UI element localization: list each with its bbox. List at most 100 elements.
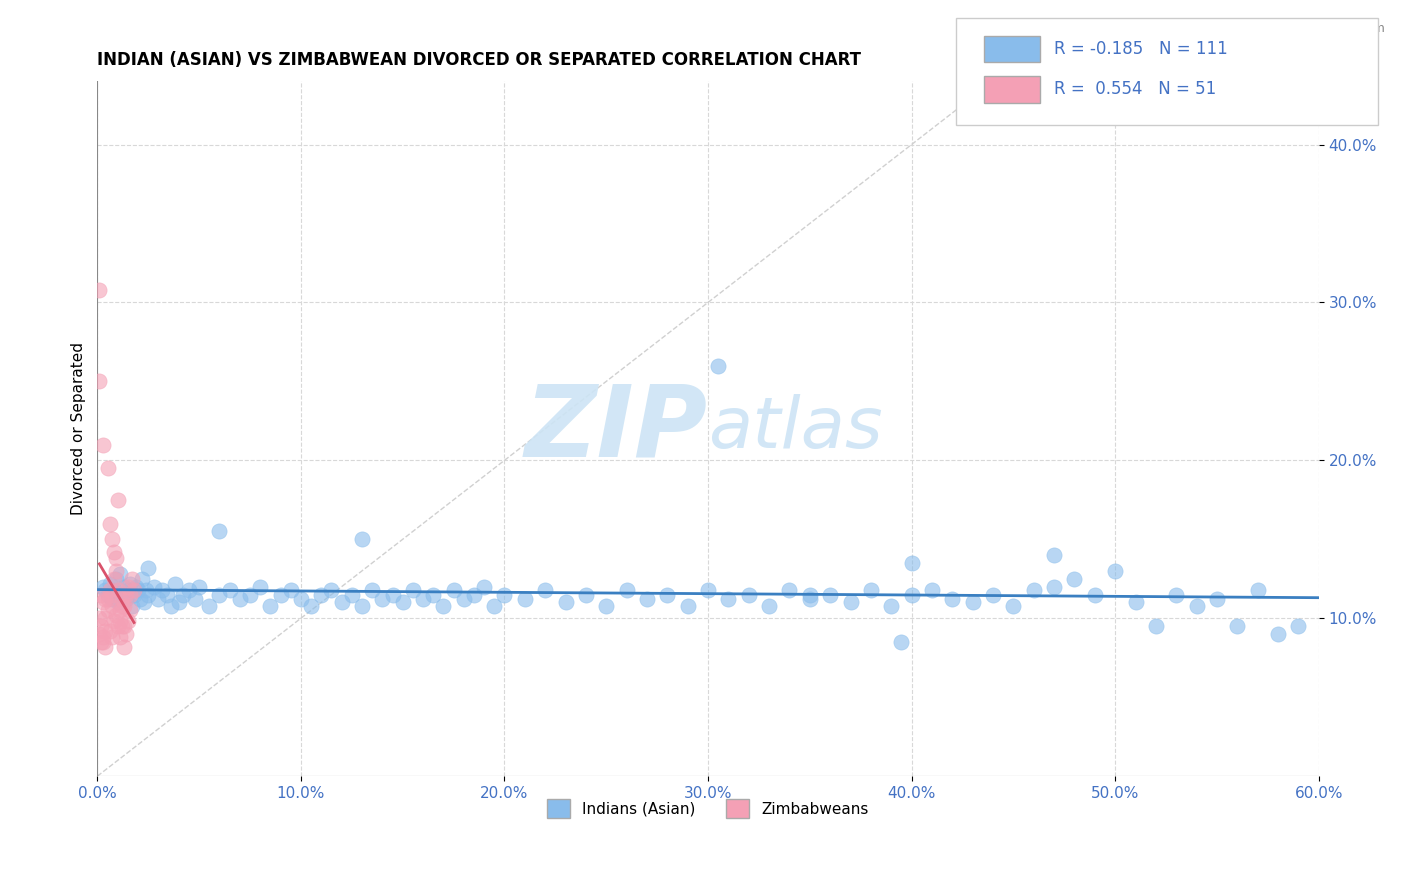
Point — [636, 592, 658, 607]
Point — [1226, 619, 1249, 633]
Point — [1104, 564, 1126, 578]
Point — [259, 599, 281, 613]
Point — [163, 576, 186, 591]
Point — [799, 588, 821, 602]
Point — [290, 592, 312, 607]
Point — [484, 599, 506, 613]
Point — [98, 516, 121, 531]
Point — [104, 564, 127, 578]
Point — [239, 588, 262, 602]
Point — [143, 580, 166, 594]
Point — [1267, 627, 1289, 641]
Text: R =  0.554   N = 51: R = 0.554 N = 51 — [1054, 80, 1216, 98]
Point — [100, 599, 122, 613]
Point — [494, 588, 516, 602]
Point — [799, 592, 821, 607]
Point — [104, 572, 127, 586]
Point — [127, 582, 149, 597]
Point — [463, 588, 485, 602]
Text: R = -0.185   N = 111: R = -0.185 N = 111 — [1054, 40, 1229, 58]
Point — [1166, 588, 1188, 602]
Point — [208, 524, 231, 539]
Point — [100, 533, 122, 547]
Point — [117, 580, 139, 594]
Point — [112, 599, 135, 613]
Point — [554, 595, 576, 609]
Point — [135, 582, 157, 597]
Point — [513, 592, 536, 607]
Point — [188, 580, 211, 594]
Point — [391, 595, 413, 609]
Point — [1084, 588, 1107, 602]
Point — [962, 595, 984, 609]
Point — [1063, 572, 1085, 586]
Point — [299, 599, 322, 613]
Point — [93, 630, 115, 644]
Point — [89, 375, 111, 389]
Point — [100, 592, 122, 607]
Point — [218, 582, 240, 597]
Point — [108, 615, 131, 629]
Point — [122, 582, 145, 597]
Point — [96, 461, 118, 475]
Point — [361, 582, 384, 597]
Point — [107, 619, 129, 633]
Point — [330, 595, 353, 609]
Point — [340, 588, 363, 602]
Point — [1043, 580, 1066, 594]
Point — [1002, 599, 1025, 613]
Point — [107, 492, 129, 507]
Point — [371, 592, 394, 607]
Point — [1043, 548, 1066, 562]
Point — [94, 582, 117, 597]
Point — [350, 533, 373, 547]
Point — [103, 572, 125, 586]
Text: ZIP: ZIP — [524, 380, 709, 477]
Point — [107, 595, 129, 609]
Point — [159, 599, 181, 613]
Point — [575, 588, 598, 602]
Point — [1125, 595, 1147, 609]
Point — [96, 588, 118, 602]
Point — [134, 595, 156, 609]
Point — [118, 576, 141, 591]
Point — [443, 582, 465, 597]
Point — [111, 619, 134, 633]
Point — [402, 582, 425, 597]
Point — [93, 437, 115, 451]
Point — [148, 592, 170, 607]
Y-axis label: Divorced or Separated: Divorced or Separated — [72, 343, 86, 516]
Point — [104, 551, 127, 566]
Point — [108, 630, 131, 644]
Point — [707, 359, 730, 373]
Point — [432, 599, 454, 613]
Point — [208, 588, 231, 602]
Point — [103, 545, 125, 559]
Point — [121, 599, 143, 613]
Point — [1246, 582, 1268, 597]
Point — [103, 615, 125, 629]
Point — [118, 603, 141, 617]
Point — [280, 582, 302, 597]
Point — [104, 608, 127, 623]
Point — [100, 630, 122, 644]
Point — [125, 580, 148, 594]
Point — [1206, 592, 1229, 607]
Point — [100, 588, 122, 602]
Point — [472, 580, 495, 594]
Point — [94, 611, 117, 625]
Point — [112, 640, 135, 654]
Legend: Indians (Asian), Zimbabweans: Indians (Asian), Zimbabweans — [541, 793, 875, 824]
Point — [98, 624, 121, 638]
Point — [93, 595, 115, 609]
Point — [136, 588, 159, 602]
Point — [921, 582, 943, 597]
Point — [818, 588, 841, 602]
Point — [880, 599, 903, 613]
Point — [1022, 582, 1045, 597]
Point — [595, 599, 617, 613]
Point — [90, 588, 112, 602]
Point — [117, 615, 139, 629]
Point — [103, 582, 125, 597]
Point — [94, 624, 117, 638]
